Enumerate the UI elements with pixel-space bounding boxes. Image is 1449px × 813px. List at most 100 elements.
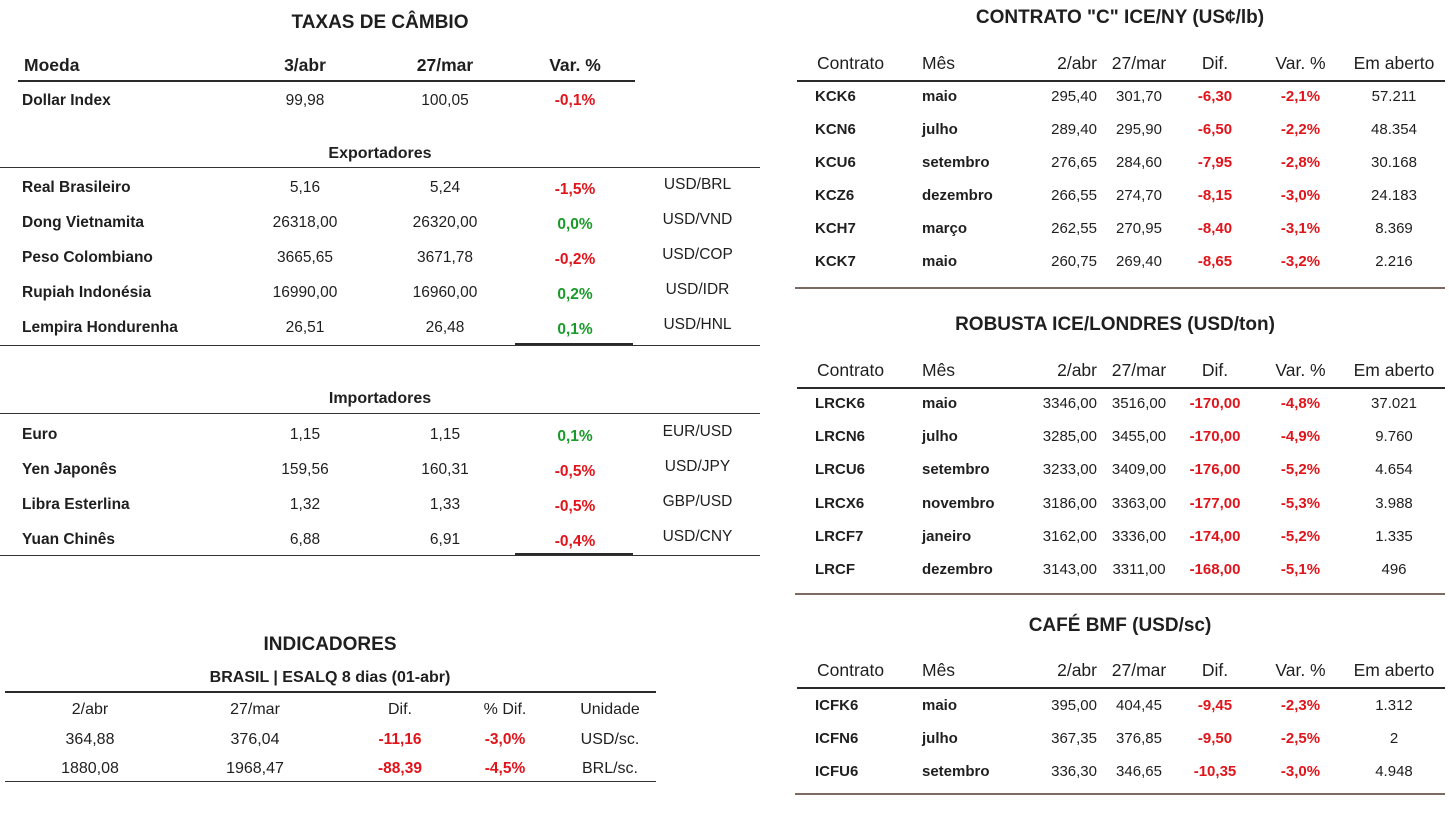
- indicadores-title: INDICADORES: [263, 634, 397, 655]
- contract-cell: -4,8%: [1280, 395, 1321, 412]
- contract-header: 27/mar: [1111, 660, 1167, 680]
- contract-header: Contrato: [817, 660, 885, 680]
- taxas-header-rule: [18, 80, 635, 82]
- robusta-title: ROBUSTA ICE/LONDRES (USD/ton): [955, 314, 1275, 335]
- contract-cell: -170,00: [1189, 428, 1241, 446]
- contract-cell: -174,00: [1189, 527, 1241, 545]
- contract-cell: dezembro: [922, 561, 993, 578]
- indicador-cell: -4,5%: [484, 760, 526, 777]
- contract-cell: 262,55: [1051, 220, 1097, 237]
- contract-cell: -8,15: [1197, 187, 1233, 204]
- contract-cell: 295,90: [1116, 121, 1162, 138]
- rate-current: 26318,00: [272, 214, 338, 231]
- contract-bottom-rule: [795, 287, 1445, 289]
- contract-cell: dezembro: [922, 187, 993, 204]
- contract-cell: 4.948: [1375, 763, 1413, 780]
- contract-bottom-rule: [795, 793, 1445, 795]
- contract-cell: -3,0%: [1280, 763, 1321, 780]
- indicador-header: Dif.: [388, 701, 412, 718]
- currency-name: Euro: [22, 426, 58, 443]
- contract-cell: 2: [1389, 730, 1399, 747]
- rate-current: 5,16: [289, 179, 321, 196]
- currency-name: Libra Esterlina: [22, 496, 130, 513]
- contract-header: Dif.: [1201, 660, 1229, 680]
- contract-header: Dif.: [1201, 360, 1229, 380]
- contract-header: 2/abr: [1057, 660, 1097, 680]
- rate-variation: -0,4%: [554, 533, 596, 550]
- indicador-header: 27/mar: [230, 701, 280, 718]
- dollar-index-var: -0,1%: [554, 92, 596, 109]
- contract-cell: -9,50: [1197, 730, 1233, 747]
- rate-current: 1,32: [289, 496, 321, 513]
- contract-cell: -2,1%: [1280, 88, 1321, 105]
- contrato-c-title: CONTRATO "C" ICE/NY (US¢/lb): [975, 7, 1265, 28]
- rate-previous: 6,91: [429, 531, 461, 548]
- contract-cell: -5,2%: [1280, 461, 1321, 479]
- contract-cell: 3311,00: [1112, 561, 1166, 578]
- contract-cell: julho: [922, 730, 958, 747]
- contract-cell: KCH7: [815, 220, 856, 237]
- currency-pair: EUR/USD: [662, 423, 733, 440]
- contract-cell: -3,0%: [1280, 187, 1321, 204]
- contract-cell: 3363,00: [1111, 494, 1167, 512]
- contract-header: Mês: [922, 360, 956, 380]
- rate-variation: 0,1%: [557, 321, 593, 338]
- contract-header: 27/mar: [1111, 360, 1167, 380]
- contract-cell: 48.354: [1371, 121, 1417, 138]
- rate-previous: 1,15: [429, 426, 461, 443]
- contract-cell: -6,30: [1197, 88, 1233, 105]
- contract-cell: -2,8%: [1280, 154, 1321, 171]
- currency-name: Rupiah Indonésia: [22, 284, 152, 301]
- currency-pair: USD/CNY: [662, 528, 733, 545]
- currency-name: Peso Colombiano: [22, 249, 153, 266]
- contract-cell: maio: [922, 88, 958, 105]
- contract-cell: LRCK6: [815, 395, 866, 412]
- contract-header: Mês: [922, 660, 956, 680]
- indicador-cell: 376,04: [230, 731, 280, 748]
- contract-cell: LRCX6: [815, 494, 865, 512]
- indicador-header: Unidade: [580, 701, 640, 718]
- contract-cell: 3455,00: [1111, 428, 1167, 446]
- taxas-title: TAXAS DE CÂMBIO: [291, 12, 469, 33]
- contract-cell: 1.335: [1375, 527, 1413, 545]
- exportadores-bottom-rule: [0, 345, 760, 346]
- indicador-cell: 1968,47: [226, 760, 284, 777]
- contract-cell: 57.211: [1371, 88, 1417, 105]
- contract-cell: 289,40: [1051, 121, 1097, 138]
- contract-cell: setembro: [922, 461, 990, 479]
- contract-cell: 376,85: [1116, 730, 1162, 747]
- contract-cell: KCN6: [815, 121, 856, 138]
- contract-cell: 9.760: [1375, 428, 1413, 446]
- importadores-bottom-rule: [0, 555, 760, 556]
- contract-header: Var. %: [1275, 360, 1326, 380]
- contract-cell: -7,95: [1197, 154, 1233, 171]
- contract-cell: -2,2%: [1280, 121, 1321, 138]
- contract-cell: setembro: [922, 763, 990, 780]
- exportadores-var-rule: [515, 343, 633, 345]
- currency-name: Real Brasileiro: [22, 179, 131, 196]
- contract-cell: 3285,00: [1042, 428, 1097, 446]
- currency-pair: USD/JPY: [664, 458, 731, 475]
- rate-variation: -0,5%: [554, 498, 596, 515]
- importadores-rule: [0, 413, 760, 414]
- currency-pair: USD/IDR: [665, 281, 730, 298]
- contract-cell: ICFK6: [815, 697, 859, 714]
- taxas-header-date1: 3/abr: [284, 55, 326, 75]
- contract-cell: 3143,00: [1042, 561, 1097, 578]
- taxas-header-date2: 27/mar: [416, 55, 474, 75]
- contract-cell: -3,1%: [1280, 220, 1321, 237]
- contract-cell: 404,45: [1116, 697, 1162, 714]
- rate-current: 26,51: [285, 319, 325, 336]
- contract-header: 27/mar: [1111, 53, 1167, 73]
- contract-header-rule: [797, 687, 1445, 689]
- contract-cell: 3162,00: [1042, 527, 1097, 545]
- rate-current: 16990,00: [272, 284, 338, 301]
- rate-current: 3665,65: [276, 249, 334, 266]
- contract-header: Em aberto: [1353, 660, 1435, 680]
- contract-cell: maio: [922, 697, 958, 714]
- contract-cell: 8.369: [1375, 220, 1413, 237]
- contract-cell: maio: [922, 395, 958, 412]
- contract-cell: 24.183: [1371, 187, 1417, 204]
- contract-cell: 270,95: [1116, 220, 1162, 237]
- indicador-cell: -3,0%: [484, 731, 526, 748]
